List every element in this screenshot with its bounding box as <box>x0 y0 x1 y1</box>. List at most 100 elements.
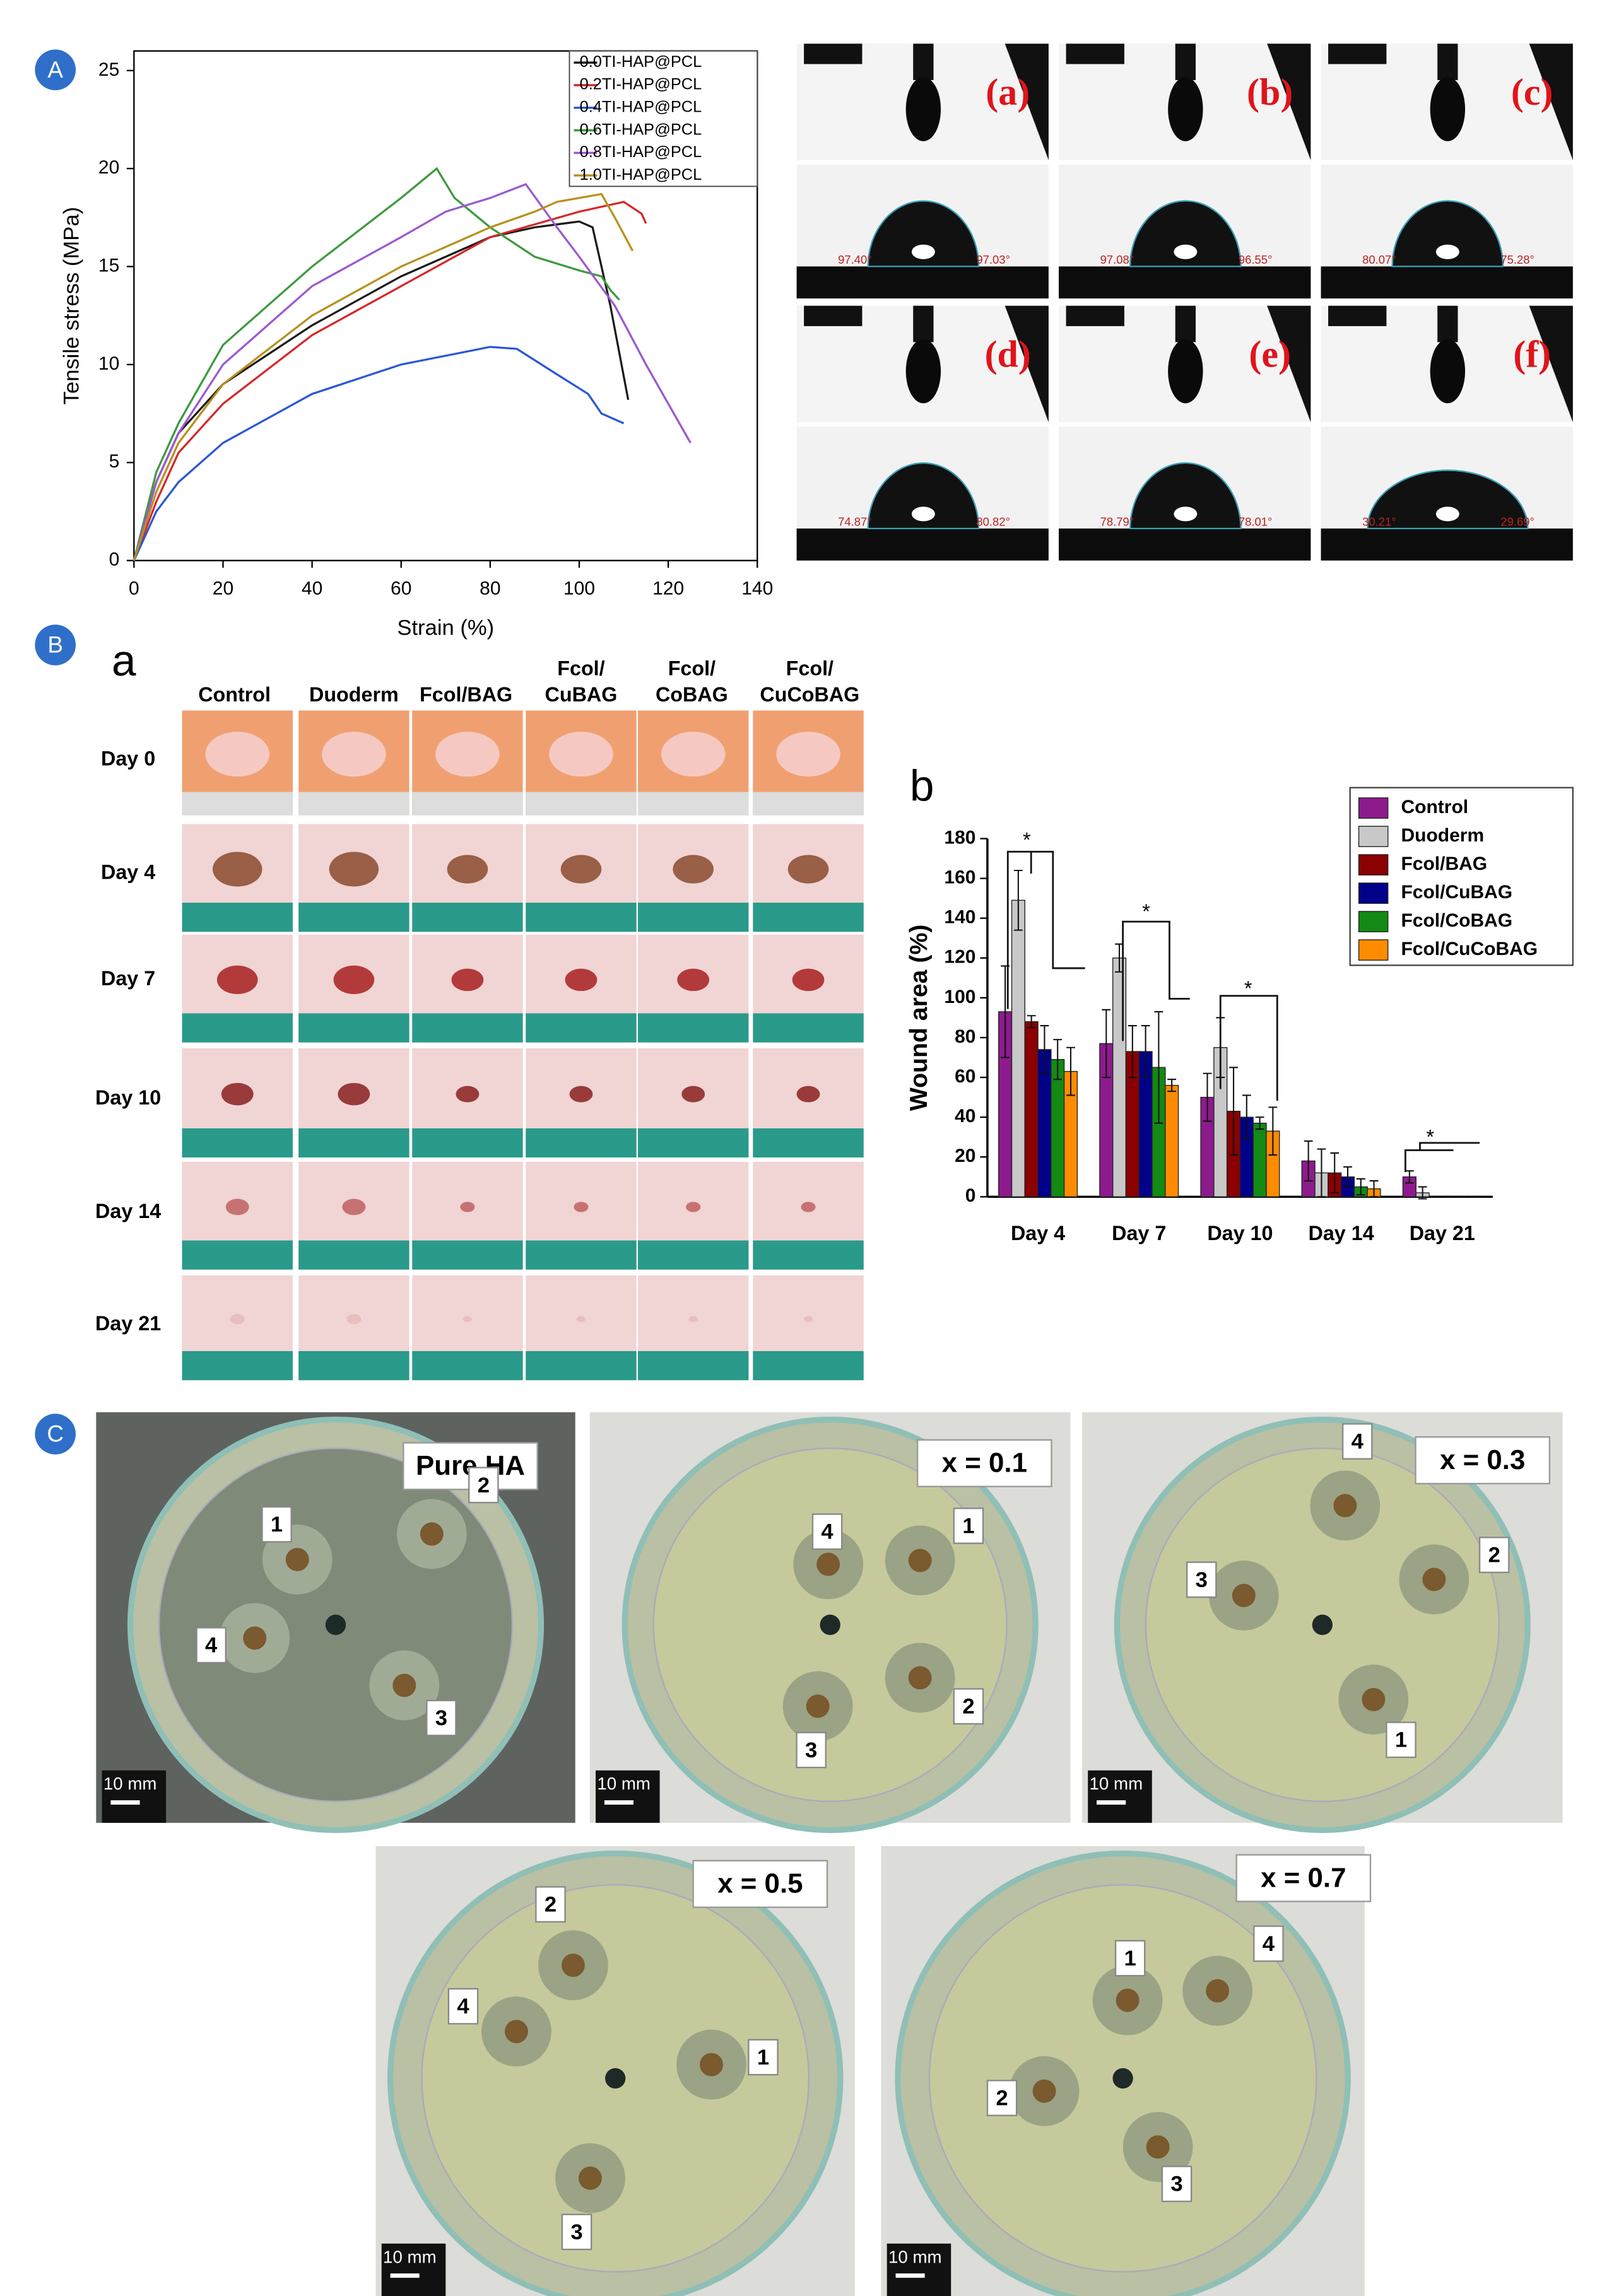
needle <box>913 44 934 80</box>
number-box <box>796 1731 827 1769</box>
x-tick-label: Day 7 <box>1112 1222 1166 1245</box>
angle-right: 97.03° <box>976 253 1010 266</box>
y-tick-label: 120 <box>944 947 975 968</box>
number-box <box>561 2213 592 2251</box>
label-box <box>917 1439 1052 1487</box>
ruler <box>526 1128 637 1158</box>
sample-disc <box>1116 1988 1140 2012</box>
plate-label: x = 0.7 <box>1261 1862 1346 1893</box>
legend-swatch <box>1358 882 1389 904</box>
ruler <box>753 1013 864 1043</box>
number-box <box>953 1508 984 1544</box>
ruler <box>412 1128 523 1158</box>
wound <box>804 1316 813 1323</box>
row-label: Day 7 <box>101 967 155 990</box>
line-series <box>133 192 634 561</box>
y-tick-label: 80 <box>955 1026 975 1047</box>
image-label: (b) <box>1247 71 1293 113</box>
shade <box>1529 305 1573 423</box>
needle-bar <box>1328 44 1387 64</box>
error-bar <box>1317 1148 1326 1198</box>
ruler <box>412 1240 523 1270</box>
wound <box>560 855 602 884</box>
y-tick-label: 180 <box>944 827 975 848</box>
y-tick-label: 20 <box>955 1145 975 1166</box>
number-label: 3 <box>805 1738 817 1762</box>
significance-bracket <box>1006 850 1085 1009</box>
number-label: 4 <box>205 1634 218 1658</box>
error-bar <box>1242 1094 1251 1140</box>
number-label: 2 <box>478 1473 490 1497</box>
error-bar <box>1356 1178 1365 1196</box>
number-box <box>1386 1721 1416 1759</box>
error-bar <box>1066 1046 1075 1096</box>
ruler <box>298 1240 409 1270</box>
sessile-drop <box>867 462 980 530</box>
wound <box>451 968 484 992</box>
sample-disc <box>504 2020 528 2044</box>
y-tick-label: 0 <box>109 549 120 570</box>
number-box <box>426 1699 457 1737</box>
droplet <box>1430 339 1466 404</box>
error-bar <box>1013 869 1023 931</box>
needle <box>1175 44 1196 80</box>
wound <box>801 1202 816 1212</box>
wound <box>577 1316 586 1323</box>
error-bar <box>1268 1106 1278 1156</box>
ruler <box>412 792 523 816</box>
panel-label: C <box>47 1421 64 1447</box>
angle-right: 96.55° <box>1239 253 1273 266</box>
x-tick-label: Day 10 <box>1207 1222 1273 1245</box>
ruler <box>526 903 637 932</box>
sessile-drop <box>1129 462 1242 530</box>
wound <box>796 1086 820 1103</box>
x-tick-label: 80 <box>480 578 500 599</box>
y-tick-label: 10 <box>98 353 119 374</box>
wound <box>677 968 710 992</box>
legend-swatch <box>1358 826 1389 847</box>
ruler <box>526 1350 637 1381</box>
wound <box>221 1082 254 1106</box>
error-bar <box>1330 1152 1340 1194</box>
line-series <box>133 167 620 561</box>
sample-disc <box>243 1626 267 1650</box>
droplet <box>1168 339 1203 404</box>
wound <box>216 965 258 995</box>
ruler <box>637 1240 749 1270</box>
x-tick-label: Day 14 <box>1309 1222 1374 1245</box>
sample-disc <box>561 1953 585 1977</box>
label-box <box>692 1860 828 1908</box>
panel-badge <box>35 1414 76 1455</box>
highlight <box>1435 244 1459 259</box>
bar <box>1252 1122 1267 1198</box>
angle-right: 78.01° <box>1239 515 1273 529</box>
wound <box>329 852 379 887</box>
scale-label: 10 mm <box>383 2247 437 2266</box>
legend-swatch <box>1358 911 1389 932</box>
wound <box>447 855 488 884</box>
image-label: (c) <box>1511 71 1553 113</box>
center-well <box>1112 2068 1133 2089</box>
row-label: Day 0 <box>101 747 155 770</box>
wound <box>574 1202 589 1212</box>
ruler <box>753 792 864 816</box>
error-bar <box>1128 1024 1137 1079</box>
legend-label: 0.0TI-HAP@PCL <box>580 53 702 71</box>
error-bar <box>1167 1079 1177 1092</box>
annotation: * <box>1142 900 1150 923</box>
legend-label: 1.0TI-HAP@PCL <box>580 166 702 184</box>
number-box <box>953 1688 984 1725</box>
subpanel-label: b <box>910 761 934 810</box>
error-bar <box>1203 1072 1212 1122</box>
bar <box>1112 958 1127 1198</box>
line-series <box>133 220 630 561</box>
legend-label: 0.6TI-HAP@PCL <box>580 120 702 138</box>
wound <box>688 1316 698 1323</box>
ruler <box>753 903 864 932</box>
wound <box>673 855 714 884</box>
angle-left: 78.79° <box>1100 515 1134 529</box>
x-tick-label: 100 <box>563 578 595 599</box>
wound <box>549 732 613 777</box>
significance-bracket <box>1122 920 1190 1041</box>
plate-label: x = 0.1 <box>942 1448 1027 1479</box>
